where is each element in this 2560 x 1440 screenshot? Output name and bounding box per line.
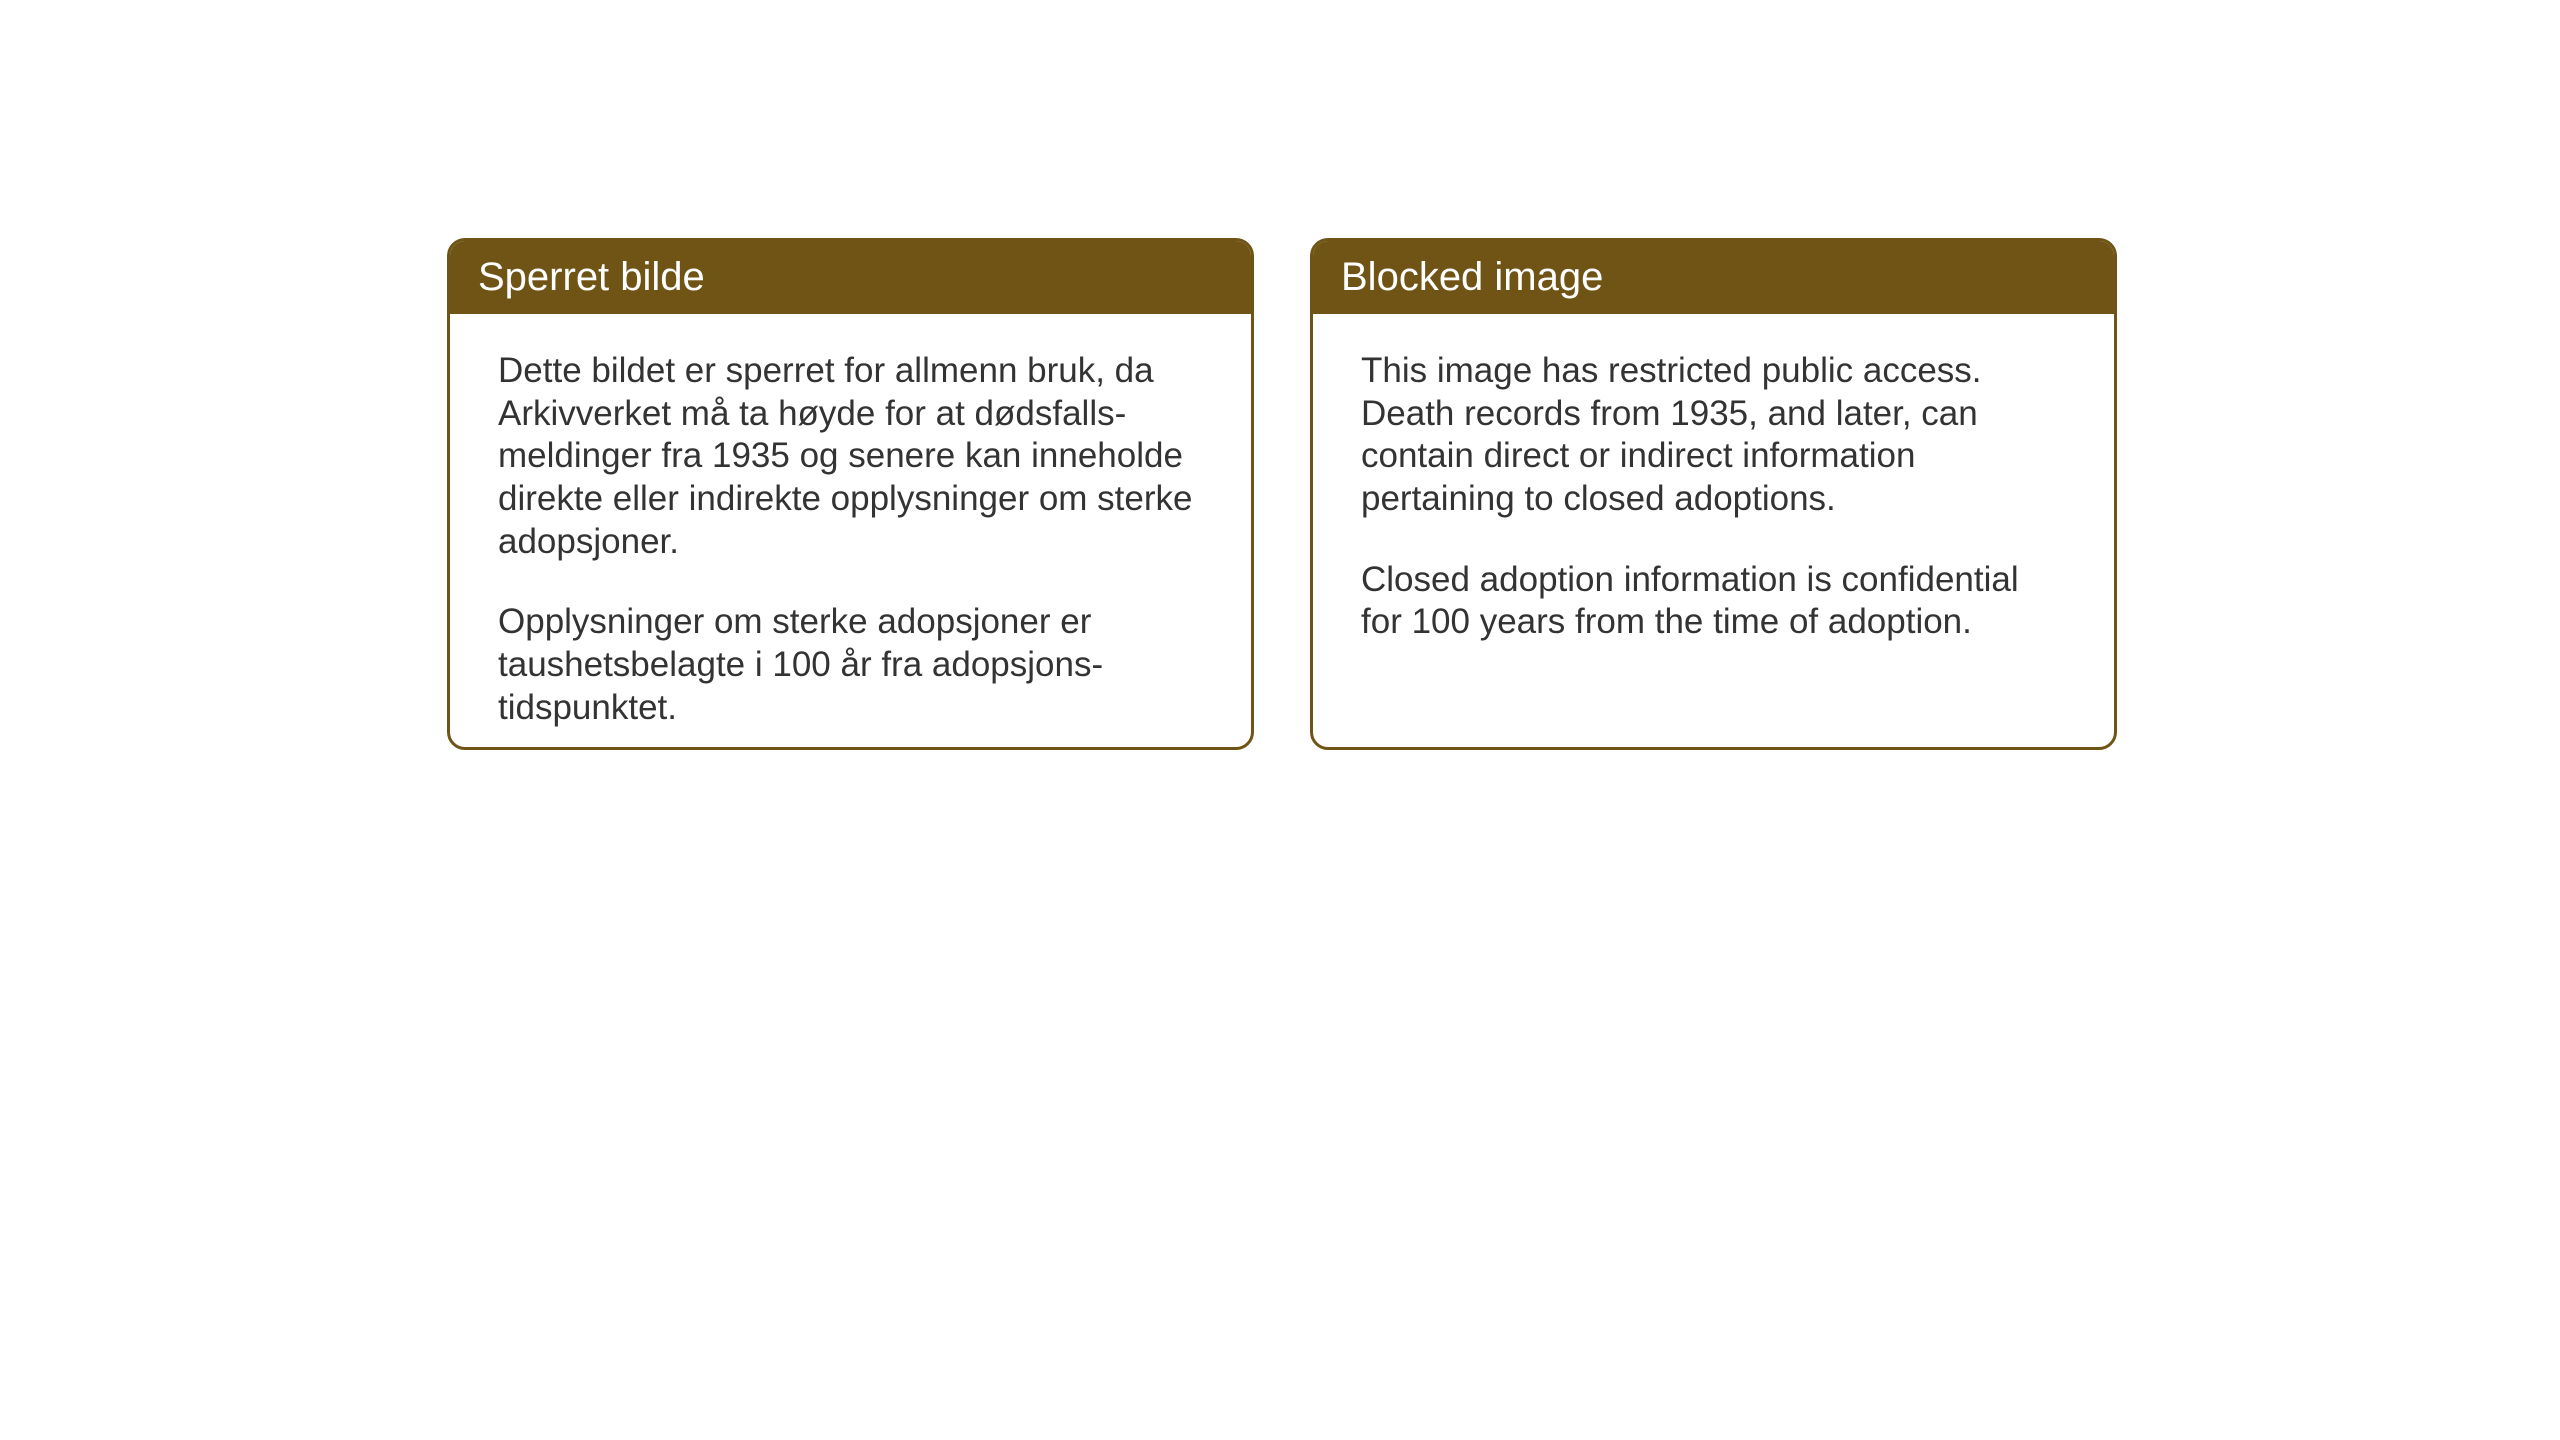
card-paragraph-english-1: This image has restricted public access.… xyxy=(1361,350,2066,521)
card-body-norwegian: Dette bildet er sperret for allmenn bruk… xyxy=(450,314,1251,750)
card-header-english: Blocked image xyxy=(1313,241,2114,314)
card-body-english: This image has restricted public access.… xyxy=(1313,314,2114,680)
card-paragraph-norwegian-1: Dette bildet er sperret for allmenn bruk… xyxy=(498,350,1203,563)
card-paragraph-norwegian-2: Opplysninger om sterke adopsjoner er tau… xyxy=(498,601,1203,729)
notice-container: Sperret bilde Dette bildet er sperret fo… xyxy=(447,238,2117,750)
card-paragraph-english-2: Closed adoption information is confident… xyxy=(1361,559,2066,644)
card-title-norwegian: Sperret bilde xyxy=(478,255,705,299)
card-header-norwegian: Sperret bilde xyxy=(450,241,1251,314)
notice-card-norwegian: Sperret bilde Dette bildet er sperret fo… xyxy=(447,238,1254,750)
notice-card-english: Blocked image This image has restricted … xyxy=(1310,238,2117,750)
card-title-english: Blocked image xyxy=(1341,255,1603,299)
